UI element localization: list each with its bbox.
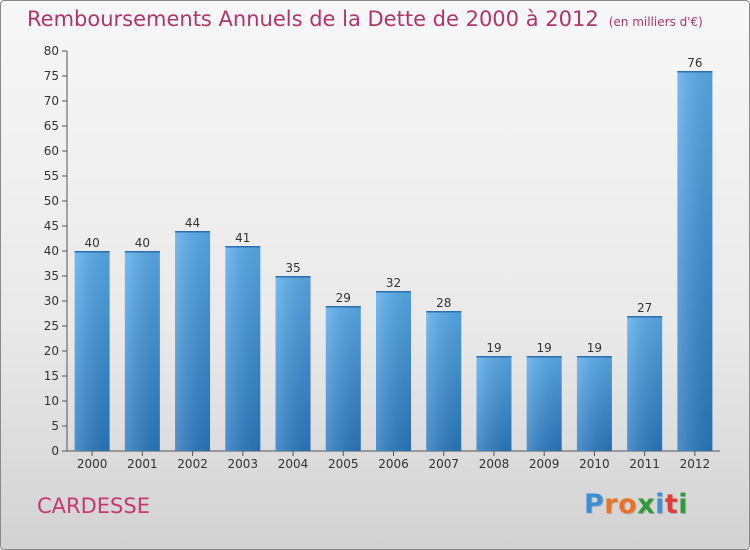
y-tick-label: 15 [44,369,59,383]
bar-top-edge [175,231,211,233]
y-tick-label: 80 [44,44,59,58]
bar-shade [526,356,562,451]
y-tick-label: 0 [51,444,59,458]
bar-top-edge [124,251,160,253]
x-tick-label: 2008 [479,457,510,471]
bar-shade [74,251,110,451]
y-tick-label: 10 [44,394,59,408]
bar-value-label: 29 [336,291,351,305]
x-tick-label: 2003 [228,457,259,471]
logo-letter: P [584,489,605,520]
bar-top-edge [627,316,663,318]
logo-letter: r [604,489,619,520]
bar-value-label: 27 [637,301,652,315]
y-tick-label: 50 [44,194,59,208]
x-tick-label: 2002 [177,457,208,471]
y-tick-label: 25 [44,319,59,333]
logo-letter: t [664,489,679,520]
x-tick-label: 2012 [680,457,711,471]
x-tick-label: 2004 [278,457,309,471]
bar-value-label: 28 [436,296,451,310]
bar-shade [576,356,612,451]
bar-shade [627,316,663,451]
bar-value-label: 76 [687,56,702,70]
y-tick-label: 65 [44,119,59,133]
x-tick-label: 2006 [378,457,409,471]
bar-value-label: 41 [235,231,250,245]
bar-shade [476,356,512,451]
y-tick-label: 45 [44,219,59,233]
bar-shade [426,311,462,451]
bar-top-edge [526,356,562,358]
bar-value-label: 32 [386,276,401,290]
bar-shade [275,276,311,451]
bar-top-edge [576,356,612,358]
bar-top-edge [426,311,462,313]
chart-title: Remboursements Annuels de la Dette de 20… [27,7,703,31]
axes: 0 5 10 15 20 25 30 35 40 45 50 55 60 65 70 75 80 2000 2001… [44,44,720,471]
bar-top-edge [275,276,311,278]
bar-top-edge [325,306,361,308]
x-tick-label: 2009 [529,457,560,471]
y-tick-label: 75 [44,69,59,83]
bar-top-edge [74,251,110,253]
commune-name: CARDESSE [37,494,150,518]
bar-top-edge [376,291,411,293]
bar-value-label: 19 [537,341,552,355]
bar-top-edge [677,71,713,73]
y-tick-label: 55 [44,169,59,183]
bar-top-edge [225,246,261,248]
x-tick-label: 2010 [579,457,610,471]
bar-value-label: 40 [135,236,150,250]
bar-shade [325,306,361,451]
logo-letter: o [618,489,638,520]
y-tick-label: 40 [44,244,59,258]
bar-shade [225,246,261,451]
x-tick-label: 2007 [428,457,459,471]
bar-value-label: 35 [285,261,300,275]
x-tick-label: 2011 [629,457,660,471]
bars: 40 40 44 41 35 29 32 28 19 19 19 27 76 [74,56,713,451]
bar-value-label: 19 [486,341,501,355]
bar-shade [175,231,211,451]
x-tick-label: 2005 [328,457,359,471]
bar-top-edge [476,356,512,358]
bar-value-label: 44 [185,216,200,230]
proxiti-logo: Proxiti [584,489,688,520]
logo-letter: x [637,489,656,520]
y-tick-label: 20 [44,344,59,358]
bar-value-label: 40 [84,236,99,250]
y-tick-label: 5 [51,419,59,433]
y-tick-label: 70 [44,94,59,108]
y-tick-label: 30 [44,294,59,308]
bar-shade [677,71,713,451]
chart-title-text: Remboursements Annuels de la Dette de 20… [27,7,599,31]
logo-letter: i [678,489,689,520]
chart-unit: (en milliers d'€) [608,15,703,29]
y-tick-label: 35 [44,269,59,283]
logo-letter: i [655,489,665,520]
y-tick-label: 60 [44,144,59,158]
x-tick-label: 2001 [127,457,158,471]
x-tick-label: 2000 [77,457,108,471]
bar-shade [376,291,411,451]
bar-value-label: 19 [587,341,602,355]
bar-shade [124,251,160,451]
